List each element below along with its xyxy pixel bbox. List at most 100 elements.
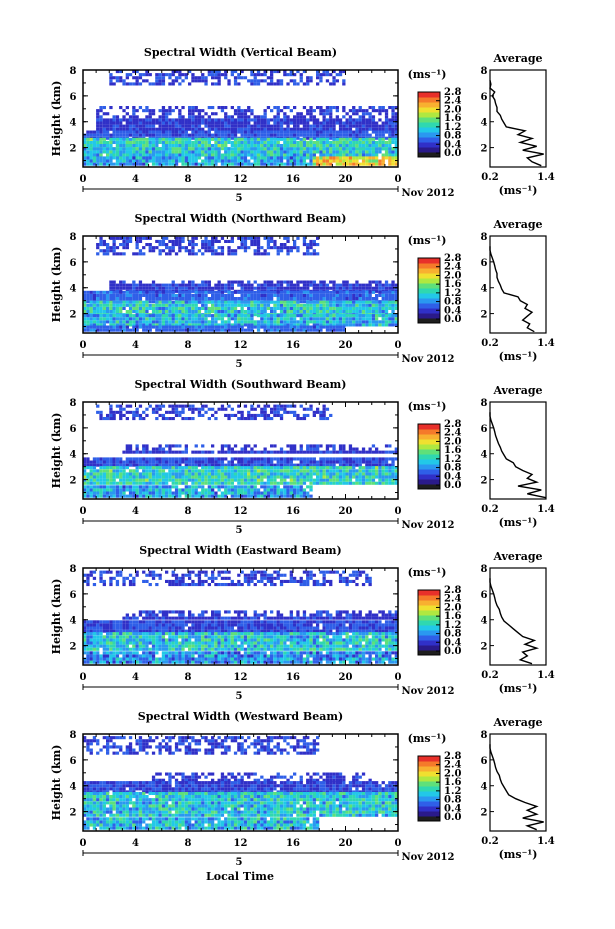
heatmap-cell (243, 463, 248, 467)
colorbar-segment (418, 318, 440, 324)
heatmap-cell (332, 320, 336, 324)
heatmap-cell (260, 150, 264, 154)
heatmap-cell (286, 140, 290, 144)
y-tick-label: 6 (70, 258, 77, 269)
heatmap-cell (204, 293, 208, 297)
heatmap-cell (145, 290, 149, 294)
heatmap-cell (184, 159, 188, 163)
heatmap-cell (174, 314, 179, 318)
heatmap-cell (211, 310, 215, 314)
heatmap-cell (112, 310, 116, 314)
heatmap-cell (132, 323, 136, 327)
heatmap-cell (299, 121, 303, 125)
heatmap-cell (256, 162, 261, 166)
heatmap-cell (161, 112, 166, 116)
heatmap-cell (197, 469, 202, 473)
heatmap-cell (161, 121, 166, 125)
heatmap-cell (148, 109, 152, 113)
heatmap-cell (102, 147, 106, 151)
heatmap-cell (381, 457, 385, 461)
heatmap-cell (96, 457, 100, 461)
heatmap-cell (132, 70, 136, 74)
heatmap-cell (253, 460, 257, 464)
heatmap-cell (279, 407, 284, 411)
heatmap-cell (384, 127, 389, 131)
heatmap-cell (345, 286, 349, 290)
heatmap-cell (243, 460, 248, 464)
y-axis-label: Height (km) (50, 247, 63, 323)
heatmap-cell (132, 472, 136, 476)
heatmap-cell (158, 115, 162, 119)
heatmap-cell (355, 283, 359, 287)
heatmap-cell (188, 243, 192, 247)
heatmap-cell (214, 249, 218, 253)
heatmap-cell (128, 472, 133, 476)
heatmap-cell (256, 239, 261, 243)
heatmap-cell (99, 475, 103, 479)
heatmap-cell (158, 162, 162, 166)
heatmap-cell (381, 300, 385, 304)
heatmap-cell (227, 306, 231, 310)
heatmap-cell (302, 159, 307, 163)
heatmap-cell (168, 106, 172, 110)
heatmap-cell (207, 140, 211, 144)
heatmap-cell (214, 127, 218, 131)
heatmap-cell (201, 466, 205, 470)
heatmap-cell (138, 463, 143, 467)
heatmap-cell (368, 115, 372, 119)
heatmap-cell (378, 150, 382, 154)
heatmap-cell (316, 137, 320, 141)
heatmap-cell (174, 460, 179, 464)
heatmap-cell (348, 310, 353, 314)
heatmap-cell (240, 413, 244, 417)
heatmap-cell (112, 236, 116, 240)
heatmap-cell (361, 450, 366, 454)
heatmap-cell (125, 118, 129, 122)
heatmap-cell (168, 150, 172, 154)
heatmap-cell (247, 310, 251, 314)
heatmap-cell (309, 450, 313, 454)
heatmap-cell (348, 137, 353, 141)
heatmap-cell (273, 303, 277, 307)
heatmap-cell (270, 76, 274, 80)
heatmap-cell (279, 249, 284, 253)
heatmap-cell (220, 404, 225, 408)
heatmap-cell (122, 413, 126, 417)
heatmap-cell (279, 463, 284, 467)
heatmap-cell (293, 246, 297, 250)
heatmap-cell (122, 320, 126, 324)
heatmap-cell (322, 109, 326, 113)
heatmap-cell (230, 236, 234, 240)
heatmap-cell (214, 283, 218, 287)
heatmap-cell (83, 466, 87, 470)
heatmap-cell (378, 147, 382, 151)
heatmap-cell (256, 310, 261, 314)
heatmap-cell (151, 246, 156, 250)
heatmap-cell (243, 286, 248, 290)
heatmap-cell (96, 317, 100, 321)
heatmap-cell (322, 283, 326, 287)
heatmap-cell (250, 325, 254, 329)
heatmap-cell (83, 162, 87, 166)
heatmap-cell (263, 417, 267, 421)
heatmap-cell (99, 306, 103, 310)
heatmap-cell (289, 130, 293, 134)
heatmap-cell (348, 300, 353, 304)
heatmap-cell (204, 239, 208, 243)
heatmap-cell (224, 156, 228, 160)
heatmap-cell (112, 121, 116, 125)
heatmap-cell (217, 306, 221, 310)
heatmap-cell (151, 159, 156, 163)
heatmap-cell (112, 457, 116, 461)
heatmap-cell (289, 150, 293, 154)
heatmap-cell (148, 293, 152, 297)
heatmap-cell (375, 300, 379, 304)
heatmap-cell (178, 325, 182, 329)
heatmap-cell (158, 79, 162, 83)
heatmap-cell (181, 144, 185, 148)
heatmap-cell (135, 115, 139, 119)
heatmap-cell (83, 150, 87, 154)
heatmap-cell (174, 407, 179, 411)
heatmap-cell (119, 297, 123, 301)
heatmap-cell (86, 293, 90, 297)
